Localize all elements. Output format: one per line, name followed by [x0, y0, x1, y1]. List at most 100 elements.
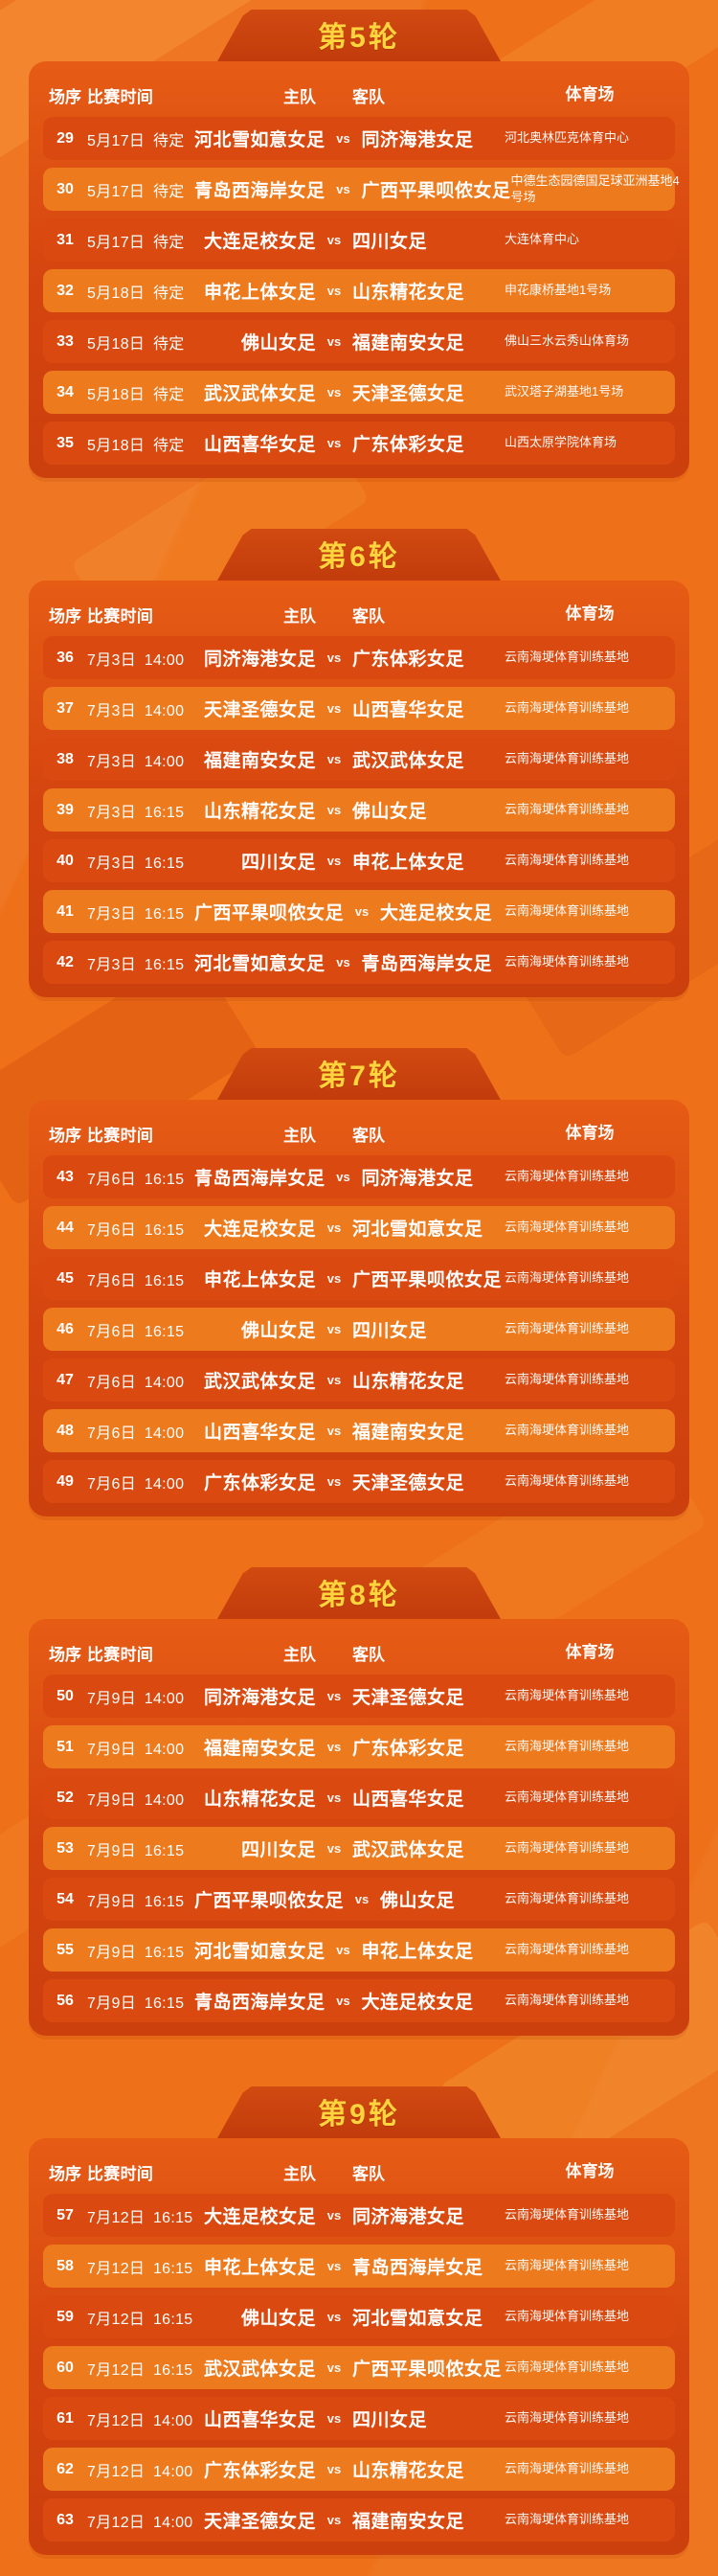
- match-seq: 50: [56, 1687, 74, 1704]
- round-section: 第8轮 场序 比赛时间 主队 客队 体育场 50 7月9日 14:00 同济海港…: [0, 1567, 718, 2036]
- stadium: 云南海埂体育训练基地: [505, 853, 630, 868]
- stadium: 云南海埂体育训练基地: [505, 1993, 630, 2008]
- match-time: 5月17日 待定: [87, 234, 185, 251]
- home-team: 广东体彩女足: [203, 1473, 316, 1493]
- stadium: 云南海埂体育训练基地: [505, 1891, 630, 1906]
- stadium: 云南海埂体育训练基地: [505, 1688, 630, 1703]
- home-team: 山西喜华女足: [203, 2410, 316, 2430]
- match-seq: 57: [56, 2206, 74, 2223]
- match-seq: 54: [56, 1890, 74, 1907]
- round-title: 第8轮: [318, 1580, 400, 1611]
- rows: 36 7月3日 14:00 同济海港女足 vs 广东体彩女足 云南海埂体育训练基…: [43, 636, 675, 984]
- match-row: 46 7月6日 16:15 佛山女足 vs 四川女足 云南海埂体育训练基地: [43, 1308, 675, 1351]
- match-seq: 58: [56, 2257, 74, 2274]
- vs-label: vs: [336, 131, 350, 146]
- vs-label: vs: [326, 701, 342, 716]
- rows: 57 7月12日 16:15 大连足校女足 vs 同济海港女足 云南海埂体育训练…: [43, 2194, 675, 2542]
- match-row: 31 5月17日 待定 大连足校女足 vs 四川女足 大连体育中心: [43, 218, 675, 262]
- match-row: 39 7月3日 16:15 山东精花女足 vs 佛山女足 云南海埂体育训练基地: [43, 788, 675, 832]
- vs-label: vs: [326, 1373, 342, 1387]
- vs-label: vs: [336, 955, 350, 969]
- col-header-home: 主队: [283, 1645, 316, 1664]
- home-team: 武汉武体女足: [203, 2359, 316, 2380]
- round-table: 场序 比赛时间 主队 客队 体育场 50 7月9日 14:00 同济海港女足 v…: [29, 1619, 689, 2036]
- match-row: 32 5月18日 待定 申花上体女足 vs 山东精花女足 申花康桥基地1号场: [43, 269, 675, 312]
- match-row: 36 7月3日 14:00 同济海港女足 vs 广东体彩女足 云南海埂体育训练基…: [43, 636, 675, 679]
- stadium: 云南海埂体育训练基地: [505, 2258, 630, 2273]
- vs-label: vs: [326, 650, 342, 665]
- stadium: 云南海埂体育训练基地: [505, 903, 630, 919]
- match-seq: 43: [56, 1168, 74, 1185]
- home-team: 青岛西海岸女足: [194, 181, 325, 201]
- home-team: 青岛西海岸女足: [194, 1993, 325, 2013]
- table-header: 场序 比赛时间 主队 客队 体育场: [43, 73, 675, 117]
- home-team: 申花上体女足: [203, 1270, 316, 1290]
- stadium: 云南海埂体育训练基地: [505, 2410, 630, 2426]
- away-team: 四川女足: [352, 2410, 428, 2430]
- home-team: 天津圣德女足: [203, 2512, 316, 2532]
- match-time: 7月9日 14:00: [87, 1741, 185, 1758]
- away-team: 广东体彩女足: [352, 1739, 465, 1759]
- away-team: 天津圣德女足: [352, 384, 465, 404]
- match-time: 7月6日 16:15: [87, 1171, 185, 1188]
- away-team: 青岛西海岸女足: [352, 2258, 483, 2278]
- round-banner: 第5轮: [217, 10, 501, 61]
- col-header-seq: 场序: [49, 87, 81, 106]
- home-team: 广西平果呗侬女足: [194, 903, 345, 923]
- home-team: 河北雪如意女足: [194, 1942, 325, 1962]
- away-team: 山东精花女足: [352, 2461, 465, 2481]
- home-team: 申花上体女足: [203, 2258, 316, 2278]
- match-seq: 41: [56, 902, 74, 920]
- vs-label: vs: [326, 334, 342, 349]
- match-time: 7月12日 16:15: [87, 2209, 193, 2226]
- away-team: 天津圣德女足: [352, 1473, 465, 1493]
- match-seq: 35: [56, 434, 74, 451]
- match-time: 7月9日 16:15: [87, 1842, 185, 1859]
- stadium: 云南海埂体育训练基地: [505, 954, 630, 969]
- col-header-time: 比赛时间: [87, 87, 154, 106]
- match-time: 7月9日 16:15: [87, 1995, 185, 2012]
- away-team: 申花上体女足: [361, 1942, 474, 1962]
- home-team: 山西喜华女足: [203, 435, 316, 455]
- round-table: 场序 比赛时间 主队 客队 体育场 29 5月17日 待定 河北雪如意女足 vs…: [29, 61, 689, 478]
- away-team: 广东体彩女足: [352, 435, 465, 455]
- stadium: 大连体育中心: [505, 232, 580, 247]
- away-team: 四川女足: [352, 1321, 428, 1341]
- match-seq: 56: [56, 1992, 74, 2009]
- vs-label: vs: [326, 385, 342, 399]
- match-seq: 38: [56, 750, 74, 767]
- vs-label: vs: [326, 2208, 342, 2223]
- away-team: 河北雪如意女足: [352, 1220, 483, 1240]
- rows: 50 7月9日 14:00 同济海港女足 vs 天津圣德女足 云南海埂体育训练基…: [43, 1675, 675, 2022]
- round-table: 场序 比赛时间 主队 客队 体育场 43 7月6日 16:15 青岛西海岸女足 …: [29, 1100, 689, 1516]
- stadium: 山西太原学院体育场: [505, 435, 617, 450]
- away-team: 广西平果呗侬女足: [352, 1270, 503, 1290]
- away-team: 青岛西海岸女足: [361, 954, 493, 974]
- match-seq: 44: [56, 1219, 74, 1236]
- round-banner: 第9轮: [217, 2086, 501, 2138]
- match-row: 35 5月18日 待定 山西喜华女足 vs 广东体彩女足 山西太原学院体育场: [43, 422, 675, 465]
- stadium: 云南海埂体育训练基地: [505, 1423, 630, 1438]
- match-row: 63 7月12日 14:00 天津圣德女足 vs 福建南安女足 云南海埂体育训练…: [43, 2498, 675, 2542]
- vs-label: vs: [326, 2360, 342, 2375]
- col-header-away: 客队: [352, 1126, 385, 1145]
- away-team: 广西平果呗侬女足: [361, 181, 511, 201]
- vs-label: vs: [326, 2513, 342, 2527]
- match-time: 5月18日 待定: [87, 335, 185, 353]
- table-header: 场序 比赛时间 主队 客队 体育场: [43, 1111, 675, 1155]
- match-time: 5月18日 待定: [87, 285, 185, 302]
- home-team: 大连足校女足: [203, 1220, 316, 1240]
- match-time: 7月9日 16:15: [87, 1893, 185, 1910]
- col-header-home: 主队: [283, 1126, 316, 1145]
- round-section: 第7轮 场序 比赛时间 主队 客队 体育场 43 7月6日 16:15 青岛西海…: [0, 1048, 718, 1516]
- away-team: 四川女足: [352, 232, 428, 252]
- match-time: 5月17日 待定: [87, 183, 185, 200]
- col-header-stadium: 体育场: [565, 1123, 615, 1142]
- match-row: 60 7月12日 16:15 武汉武体女足 vs 广西平果呗侬女足 云南海埂体育…: [43, 2346, 675, 2389]
- stadium: 云南海埂体育训练基地: [505, 1840, 630, 1856]
- stadium: 河北奥林匹克体育中心: [505, 130, 630, 146]
- match-time: 7月3日 16:15: [87, 956, 185, 973]
- match-seq: 40: [56, 852, 74, 869]
- match-seq: 52: [56, 1789, 74, 1806]
